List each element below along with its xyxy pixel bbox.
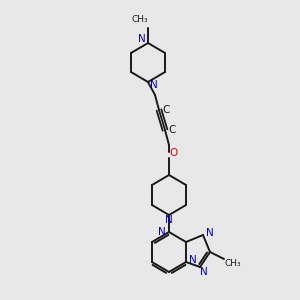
Text: N: N — [150, 80, 158, 90]
Text: N: N — [158, 227, 166, 237]
Text: N: N — [189, 255, 197, 265]
Text: CH₃: CH₃ — [132, 16, 148, 25]
Text: N: N — [165, 215, 173, 225]
Text: C: C — [162, 105, 170, 115]
Text: N: N — [206, 228, 214, 238]
Text: N: N — [138, 34, 146, 44]
Text: CH₃: CH₃ — [225, 259, 241, 268]
Text: C: C — [168, 125, 176, 135]
Text: O: O — [170, 148, 178, 158]
Text: N: N — [200, 267, 208, 277]
